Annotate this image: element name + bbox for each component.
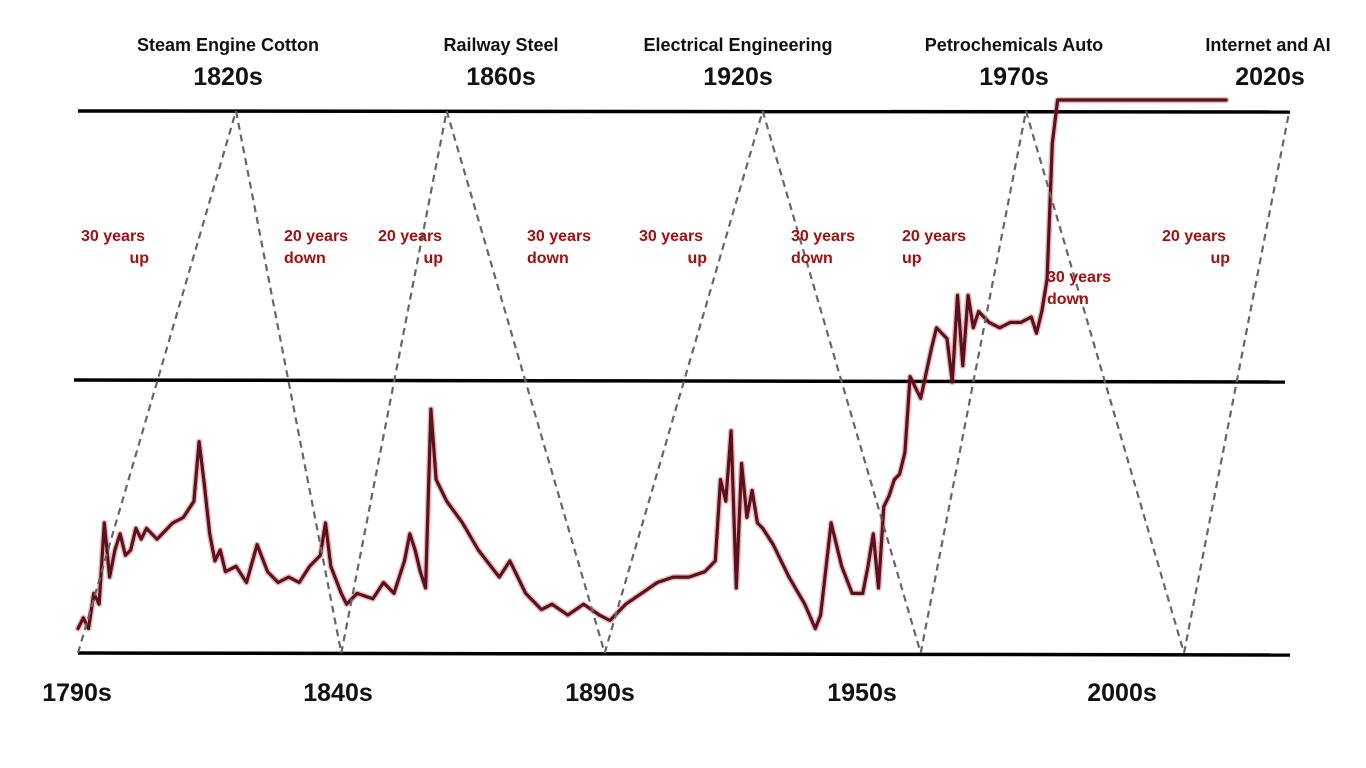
phase-label: 30 years	[527, 228, 591, 245]
bottom-reference-line	[77, 651, 1291, 657]
phase-label: 20 years	[1162, 228, 1226, 245]
wave-peak-label: 1970s	[979, 63, 1049, 91]
trough-label: 1950s	[827, 679, 897, 707]
phase-label: down	[1047, 291, 1089, 308]
phase-label: 20 years	[378, 228, 442, 245]
wave-peak-label: 1860s	[466, 63, 536, 91]
trough-label: 2000s	[1087, 679, 1157, 707]
wave-name-label: Steam Engine Cotton	[137, 35, 319, 55]
cycle-segment	[340, 110, 448, 654]
reference-lines	[73, 109, 1291, 657]
phase-label: up	[687, 250, 707, 267]
trough-labels: 1790s 1840s 1890s 1950s 2000s	[42, 679, 1157, 707]
phase-label: 20 years	[284, 228, 348, 245]
phase-label: 30 years	[1047, 269, 1111, 286]
wave-labels: Steam Engine Cotton 1820s Railway Steel …	[137, 35, 1331, 91]
cycle-segment	[1024, 110, 1186, 654]
phase-label: down	[527, 250, 569, 267]
phase-label: up	[423, 250, 443, 267]
wave-name-label: Internet and AI	[1205, 35, 1330, 55]
wave-peak-label: 1920s	[703, 63, 773, 91]
phase-labels: 30 years up 20 years down 20 years up 30…	[81, 228, 1230, 308]
phase-label: up	[902, 250, 922, 267]
middle-reference-line	[73, 378, 1286, 384]
cycle-segment	[761, 110, 922, 654]
wave-name-label: Railway Steel	[443, 35, 558, 55]
phase-label: 30 years	[791, 228, 855, 245]
phase-label: 30 years	[81, 228, 145, 245]
wave-peak-label: 2020s	[1235, 63, 1305, 91]
cycle-segment	[76, 110, 238, 654]
phase-label: 30 years	[639, 228, 703, 245]
cycle-segment	[1182, 110, 1291, 654]
phase-label: 20 years	[902, 228, 966, 245]
price-series-shadow	[75, 97, 1230, 632]
cycle-segment	[919, 110, 1028, 654]
price-series-line	[76, 98, 1228, 631]
phase-label: up	[1210, 250, 1230, 267]
wave-name-label: Electrical Engineering	[643, 35, 832, 55]
top-reference-line	[77, 109, 1291, 114]
trough-label: 1790s	[42, 679, 112, 707]
wave-peak-label: 1820s	[193, 63, 263, 91]
trough-label: 1840s	[303, 679, 373, 707]
trough-label: 1890s	[565, 679, 635, 707]
cycle-segment	[603, 110, 764, 654]
phase-label: down	[284, 250, 326, 267]
cycle-lines-layer	[76, 110, 1291, 654]
cycle-segment	[445, 110, 606, 654]
cycle-segment	[234, 110, 343, 654]
price-series-layer	[75, 97, 1230, 632]
phase-label: up	[129, 250, 149, 267]
phase-label: down	[791, 250, 833, 267]
wave-name-label: Petrochemicals Auto	[925, 35, 1103, 55]
